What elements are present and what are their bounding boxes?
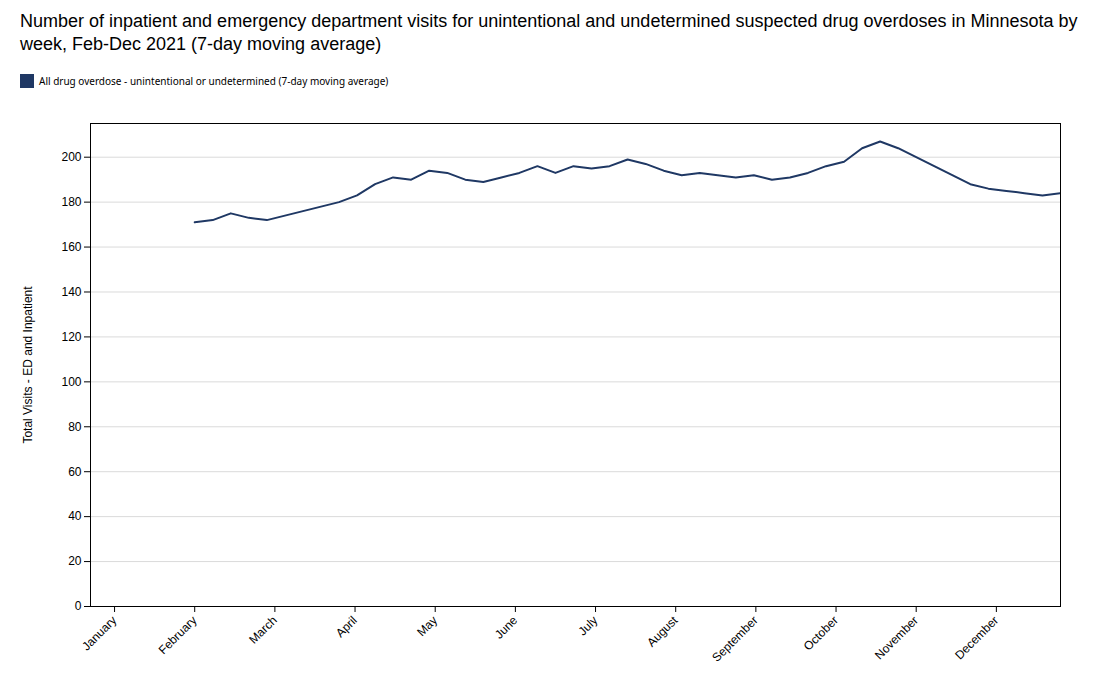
svg-text:100: 100: [61, 374, 81, 388]
svg-text:80: 80: [68, 419, 82, 433]
svg-text:October: October: [801, 613, 841, 653]
html-text:Number of inpatient and emerge: Number of inpatient and emergency depart…: [20, 11, 1078, 55]
svg-text:20: 20: [68, 554, 82, 568]
svg-text:140: 140: [61, 285, 81, 299]
svg-text:180: 180: [61, 195, 81, 209]
svg-text:January: January: [79, 613, 119, 653]
svg-text:April: April: [333, 613, 360, 640]
svg-text:120: 120: [61, 330, 81, 344]
svg-text:August: August: [644, 613, 681, 650]
svg-text:May: May: [414, 613, 440, 639]
svg-text:November: November: [872, 613, 921, 662]
svg-text:July: July: [575, 613, 600, 638]
svg-text:June: June: [492, 613, 521, 642]
svg-text:February: February: [156, 613, 200, 657]
svg-text:200: 200: [61, 150, 81, 164]
svg-text:March: March: [246, 613, 279, 646]
svg-text:60: 60: [68, 464, 82, 478]
svg-text:0: 0: [75, 599, 82, 613]
svg-text:40: 40: [68, 509, 82, 523]
svg-text:160: 160: [61, 240, 81, 254]
svg-text:Total Visits - ED and Inpatien: Total Visits - ED and Inpatient: [21, 286, 35, 444]
svg-text:September: September: [709, 613, 760, 664]
html-text:All drug overdose - unintentio: All drug overdose - unintentional or und…: [39, 74, 389, 89]
svg-text:December: December: [952, 613, 1001, 662]
